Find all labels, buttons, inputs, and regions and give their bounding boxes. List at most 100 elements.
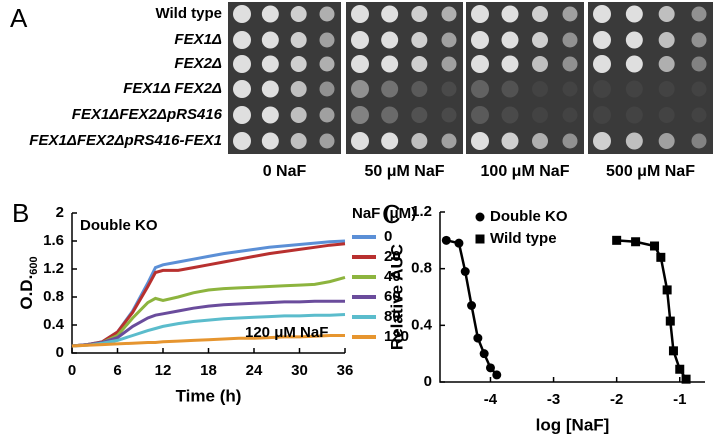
spot	[593, 5, 611, 23]
spot	[290, 6, 307, 22]
strain-label: Wild type	[155, 5, 222, 22]
spot	[593, 106, 611, 124]
spot	[319, 56, 335, 72]
y-tick-label: 0	[424, 373, 432, 390]
spot	[381, 132, 399, 150]
spot	[411, 6, 428, 22]
spot	[319, 81, 335, 97]
spot	[501, 132, 519, 150]
condition-label: 50 μM NaF	[364, 163, 444, 180]
spot	[261, 31, 279, 49]
plate	[228, 2, 341, 154]
condition-label: 0 NaF	[263, 163, 307, 180]
spot	[562, 107, 578, 123]
spot	[290, 32, 307, 48]
x-tick-label: 0	[68, 362, 76, 379]
spot	[625, 31, 643, 49]
y-tick-label: 0	[56, 344, 64, 361]
condition-label: 500 μM NaF	[606, 163, 695, 180]
spot	[691, 56, 707, 72]
spot	[625, 5, 643, 23]
marker	[479, 349, 489, 359]
spot	[593, 55, 611, 73]
spot	[471, 31, 489, 49]
spot	[441, 56, 457, 72]
panel-label: A	[10, 3, 28, 33]
spot	[532, 32, 548, 48]
legend-marker	[475, 212, 485, 222]
spot	[471, 106, 489, 124]
spot	[658, 81, 675, 97]
spot	[441, 6, 457, 22]
spot	[532, 133, 548, 149]
spot	[691, 81, 707, 97]
x-tick-label: 36	[337, 362, 354, 379]
y-tick-label: 0.4	[411, 316, 433, 333]
spot	[562, 32, 578, 48]
spot-plates	[228, 2, 713, 154]
marker	[665, 316, 675, 326]
y-tick-label: 2	[56, 204, 64, 221]
marker	[485, 363, 495, 373]
y-tick-label: 0.8	[411, 260, 432, 277]
spot	[411, 32, 428, 48]
spot	[233, 106, 251, 124]
data-line	[71, 242, 346, 348]
spot	[319, 133, 335, 149]
marker	[681, 374, 691, 384]
x-axis-label: log [NaF]	[536, 415, 610, 434]
panel-label: B	[12, 198, 29, 228]
x-tick-label: 24	[246, 362, 263, 379]
marker	[650, 241, 660, 251]
spot	[233, 31, 251, 49]
y-tick-label: 0.8	[43, 288, 64, 305]
spot	[441, 107, 457, 123]
spot	[501, 80, 519, 98]
x-tick-label: 30	[291, 362, 308, 379]
spot	[532, 81, 548, 97]
spot	[261, 55, 279, 73]
x-tick-label: 18	[200, 362, 217, 379]
spot	[261, 132, 279, 150]
spot	[381, 5, 399, 23]
legend-title: NaF (μM)	[352, 205, 416, 222]
spot	[532, 56, 548, 72]
legend-label: 120	[384, 328, 409, 345]
spot	[411, 133, 428, 149]
spot	[625, 132, 643, 150]
x-tick-label: -1	[673, 391, 686, 408]
spot	[501, 31, 519, 49]
spot	[290, 81, 307, 97]
spot	[658, 6, 675, 22]
spot	[562, 133, 578, 149]
spot	[562, 56, 578, 72]
spot	[658, 133, 675, 149]
spot	[319, 107, 335, 123]
data-line	[71, 275, 346, 348]
spot	[562, 6, 578, 22]
spot	[691, 133, 707, 149]
x-tick-label: -2	[610, 391, 623, 408]
spot	[290, 107, 307, 123]
spot	[441, 133, 457, 149]
marker	[662, 285, 672, 295]
spot	[532, 107, 548, 123]
plate	[466, 2, 584, 154]
spot	[501, 5, 519, 23]
spot	[593, 80, 611, 98]
spot	[261, 5, 279, 23]
strain-label: FEX1ΔFEX2ΔpRS416	[72, 106, 223, 123]
marker	[454, 238, 464, 248]
marker	[492, 370, 502, 380]
x-tick-label: -3	[547, 391, 560, 408]
spot	[501, 55, 519, 73]
spot	[411, 81, 428, 97]
y-tick-label: 1.6	[43, 232, 64, 249]
legend-marker	[475, 234, 485, 244]
fit-curve	[616, 239, 688, 380]
spot	[233, 132, 251, 150]
spot	[290, 133, 307, 149]
marker	[631, 237, 641, 247]
x-tick-label: 6	[113, 362, 121, 379]
spot	[261, 106, 279, 124]
